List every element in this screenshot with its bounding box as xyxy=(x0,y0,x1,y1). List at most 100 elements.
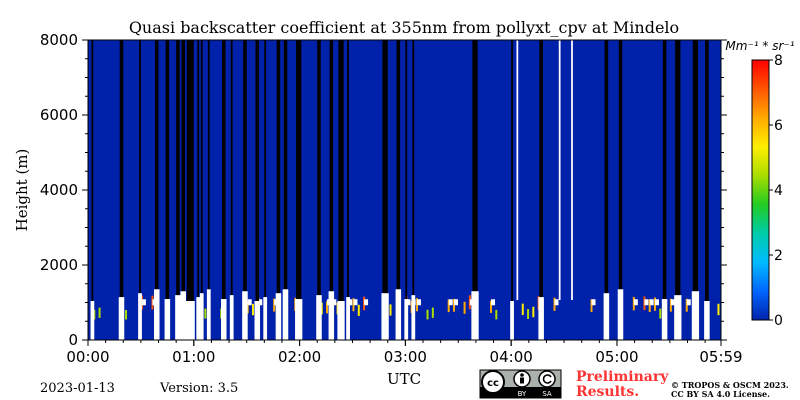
cloud-column xyxy=(604,40,609,294)
x-tick-label: 05:00 xyxy=(595,348,638,366)
cloud-column xyxy=(405,40,408,300)
signal-gap xyxy=(199,293,204,340)
sa-icon xyxy=(538,370,556,388)
heatmap-cell xyxy=(326,301,329,314)
signal-gap xyxy=(691,291,700,340)
signal-gap xyxy=(395,289,402,340)
signal-gap xyxy=(118,297,125,340)
heatmap-cell xyxy=(406,299,411,306)
signal-gap xyxy=(617,289,624,340)
signal-gap xyxy=(603,293,610,340)
signal-gap xyxy=(229,295,234,340)
clear-column xyxy=(516,40,519,300)
chart-title: Quasi backscatter coefficient at 355nm f… xyxy=(129,18,679,37)
cloud-column xyxy=(165,40,170,300)
heatmap-cell xyxy=(452,298,455,312)
signal-gap xyxy=(328,291,335,340)
cloud-column xyxy=(539,40,543,298)
license-badge: cc BY SA xyxy=(479,369,562,399)
signal-gap xyxy=(674,295,682,340)
signal-gap xyxy=(185,301,195,340)
signal-gap xyxy=(411,295,416,340)
colorbar-tick-label: 4 xyxy=(774,183,783,199)
cloud-column xyxy=(243,40,247,292)
heatmap-cell xyxy=(204,308,207,319)
signal-gap xyxy=(282,289,289,340)
heatmap-cell xyxy=(491,299,496,306)
colorbar-tick-label: 6 xyxy=(774,118,783,134)
heatmap-cell xyxy=(364,299,369,306)
x-axis-label: UTC xyxy=(387,370,421,388)
heatmap-cell xyxy=(258,299,263,306)
heatmap-cell xyxy=(670,299,675,306)
heatmap-cell xyxy=(357,304,360,316)
signal-gap xyxy=(704,301,710,340)
plot-area xyxy=(88,40,721,340)
cloud-column xyxy=(347,40,349,298)
cloud-column xyxy=(230,40,233,296)
cloud-column xyxy=(338,40,344,301)
signal-gap xyxy=(337,301,345,340)
colorbar-tick-label: 0 xyxy=(774,313,783,329)
heatmap-cell xyxy=(125,309,128,320)
signal-gap xyxy=(538,297,544,340)
heatmap-cell xyxy=(554,299,559,306)
version-label: Version: 3.5 xyxy=(159,381,238,396)
heatmap-cell xyxy=(93,309,96,320)
cloud-column xyxy=(396,40,401,290)
cloud-column xyxy=(255,40,260,301)
signal-gap xyxy=(221,299,227,340)
signal-gap xyxy=(275,293,282,340)
heatmap-cell xyxy=(431,307,434,318)
heatmap-cell xyxy=(490,300,493,313)
cloud-column xyxy=(283,40,288,290)
heatmap-cell xyxy=(659,308,662,319)
signal-gap xyxy=(295,299,303,340)
heatmap-cell xyxy=(527,309,530,319)
signal-gap xyxy=(196,297,201,340)
x-axis: 00:00 01:00 02:00 03:00 04:00 05:00 05:59 xyxy=(66,340,743,366)
heatmap-cell xyxy=(591,299,596,306)
heatmap-cell xyxy=(353,299,358,306)
cloud-column xyxy=(472,40,478,292)
signal-gap xyxy=(661,299,668,340)
sa-label: SA xyxy=(542,390,552,398)
heatmap-cell xyxy=(654,299,659,306)
heatmap-cell xyxy=(649,299,654,306)
heatmap-cell xyxy=(686,299,691,306)
heatmap-cell xyxy=(532,306,535,318)
cloud-column xyxy=(200,40,203,294)
signal-gap xyxy=(154,289,160,340)
y-tick-label: 4000 xyxy=(40,181,78,199)
cloud-column xyxy=(296,40,302,300)
cloud-column xyxy=(511,40,513,301)
sa-icon-arrow xyxy=(542,374,552,384)
y-tick-label: 0 xyxy=(68,331,78,349)
colorbar-unit-label: Mm⁻¹ * sr⁻¹ xyxy=(725,39,794,53)
cloud-column xyxy=(176,40,180,296)
signal-gap xyxy=(404,299,409,340)
signal-gap xyxy=(263,297,268,340)
heatmap-cell xyxy=(332,299,337,306)
x-tick-label: 02:00 xyxy=(278,348,321,366)
heatmap-cell xyxy=(447,299,450,313)
colorbar-tick-label: 8 xyxy=(774,53,783,69)
x-tick-label: 01:00 xyxy=(172,348,215,366)
by-icon-head xyxy=(520,373,524,377)
y-tick-label: 8000 xyxy=(40,31,78,49)
signal-gap xyxy=(206,289,211,340)
heatmap-cell xyxy=(453,299,458,306)
copyright-line-1: © TROPOS & OSCM 2023. xyxy=(671,380,789,390)
cloud-column xyxy=(276,40,281,294)
heatmap-cell xyxy=(141,299,146,306)
cc-icon-text: cc xyxy=(487,378,499,389)
cloud-column xyxy=(692,40,699,292)
signal-gap xyxy=(471,291,479,340)
signal-gap xyxy=(316,295,322,340)
colorbar-tick-label: 2 xyxy=(774,248,783,264)
heatmap-cell xyxy=(448,299,453,306)
signal-gap xyxy=(175,295,181,340)
y-tick-label: 2000 xyxy=(40,256,78,274)
cloud-column xyxy=(705,40,709,301)
